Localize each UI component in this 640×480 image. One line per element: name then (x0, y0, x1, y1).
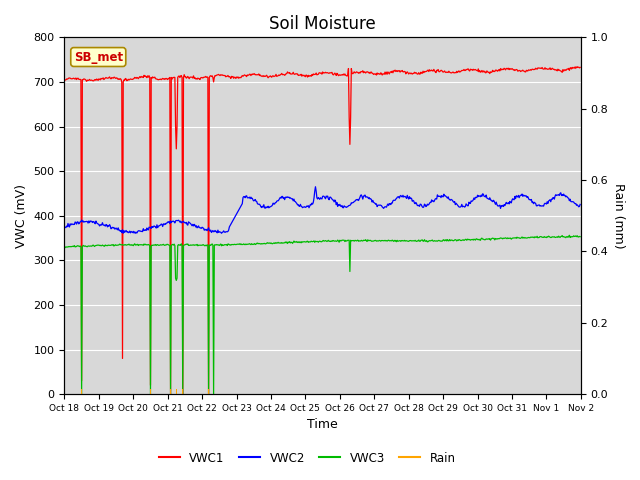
X-axis label: Time: Time (307, 419, 338, 432)
Y-axis label: VWC (mV): VWC (mV) (15, 184, 28, 248)
Y-axis label: Rain (mm): Rain (mm) (612, 183, 625, 249)
Text: SB_met: SB_met (74, 50, 123, 63)
Legend: VWC1, VWC2, VWC3, Rain: VWC1, VWC2, VWC3, Rain (154, 447, 461, 469)
Title: Soil Moisture: Soil Moisture (269, 15, 376, 33)
